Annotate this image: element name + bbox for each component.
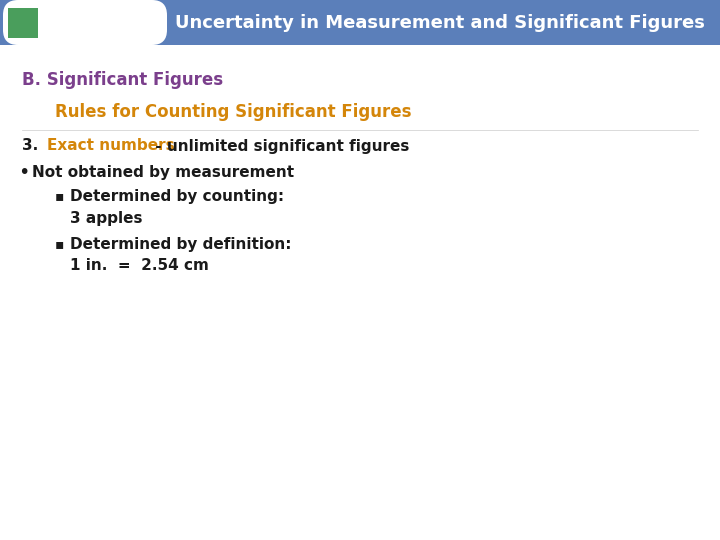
- FancyBboxPatch shape: [3, 0, 167, 45]
- Text: 1 in.  =  2.54 cm: 1 in. = 2.54 cm: [70, 259, 209, 273]
- Text: ▪: ▪: [55, 189, 64, 203]
- Bar: [8, 8, 38, 38]
- Bar: [0, 0, 720, 45]
- Text: Determined by definition:: Determined by definition:: [70, 237, 292, 252]
- Text: Exact numbers: Exact numbers: [47, 138, 175, 153]
- Text: Rules for Counting Significant Figures: Rules for Counting Significant Figures: [55, 103, 412, 121]
- Text: 3.: 3.: [22, 138, 38, 153]
- Text: - unlimited significant figures: - unlimited significant figures: [150, 138, 410, 153]
- Text: •: •: [18, 163, 30, 181]
- Text: B. Significant Figures: B. Significant Figures: [22, 71, 223, 89]
- Text: 3 apples: 3 apples: [70, 211, 143, 226]
- Text: ▪: ▪: [55, 237, 64, 251]
- Text: Determined by counting:: Determined by counting:: [70, 188, 284, 204]
- Text: Uncertainty in Measurement and Significant Figures: Uncertainty in Measurement and Significa…: [175, 14, 705, 32]
- Text: Not obtained by measurement: Not obtained by measurement: [32, 165, 294, 179]
